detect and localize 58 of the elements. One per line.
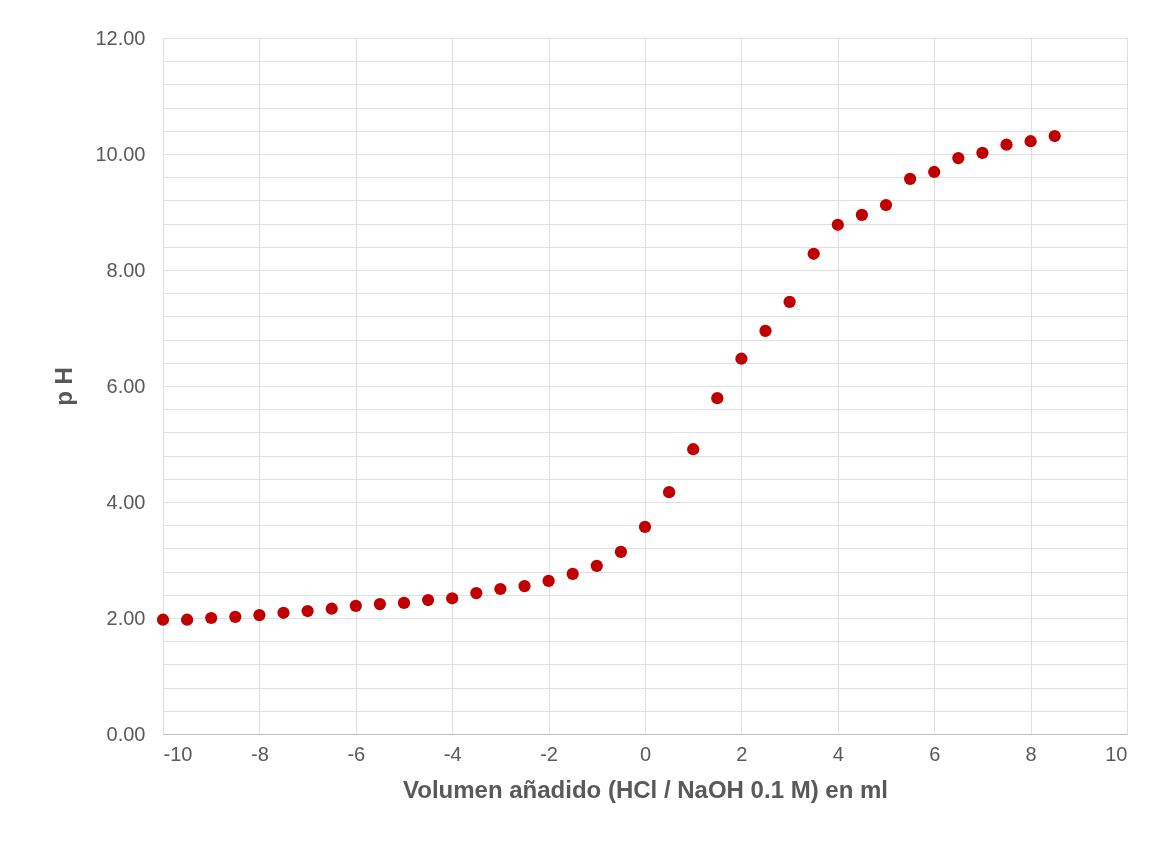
point [277, 606, 290, 619]
point [1000, 138, 1013, 151]
point [759, 324, 772, 338]
point [614, 545, 628, 558]
x-tick-label: -8 [251, 742, 269, 765]
point [180, 613, 194, 626]
point [566, 567, 579, 581]
point [855, 208, 869, 222]
point [349, 599, 362, 612]
point [711, 392, 724, 405]
point [325, 602, 338, 615]
point [446, 592, 459, 605]
point [590, 559, 603, 572]
x-tick-label: -10 [163, 742, 193, 765]
y-tick-label: 0.00 [106, 722, 146, 745]
x-tick-label: 4 [832, 742, 844, 765]
point [542, 574, 555, 587]
x-tick-label: 2 [736, 742, 748, 765]
y-tick-label: 12.00 [95, 26, 146, 49]
point [253, 608, 266, 622]
x-tick-label: -2 [540, 742, 558, 765]
x-axis-title: Volumen añadido (HCl / NaOH 0.1 M) en ml [403, 775, 888, 803]
point [952, 151, 965, 165]
point [397, 596, 411, 610]
point [373, 597, 387, 611]
y-tick-label: 6.00 [106, 374, 146, 397]
y-tick-label: 4.00 [106, 490, 146, 513]
point [928, 165, 941, 179]
y-tick-label: 10.00 [95, 142, 146, 165]
point [638, 520, 652, 534]
point [205, 611, 218, 625]
x-tick-label: -6 [347, 742, 366, 765]
point [156, 613, 170, 626]
point [879, 198, 893, 212]
point [494, 582, 507, 596]
point [807, 247, 820, 260]
point [831, 218, 844, 231]
y-axis-title: p H [50, 367, 78, 406]
point [229, 610, 242, 623]
point [903, 172, 917, 186]
point [518, 579, 531, 593]
point [976, 146, 989, 159]
point [1024, 135, 1037, 148]
point [783, 295, 796, 309]
point [735, 352, 748, 365]
x-tick-label: 0 [639, 742, 652, 765]
y-tick-label: 8.00 [106, 258, 146, 281]
x-tick-label: 10 [1105, 742, 1128, 765]
point [662, 486, 676, 499]
x-tick-label: 8 [1025, 742, 1037, 765]
point [301, 604, 314, 618]
x-tick-label: 6 [929, 742, 941, 765]
point [421, 593, 435, 607]
y-tick-label: 2.00 [106, 606, 146, 629]
point [687, 443, 700, 456]
point [470, 586, 483, 600]
point [1048, 129, 1061, 143]
x-tick-label: -4 [443, 742, 462, 765]
